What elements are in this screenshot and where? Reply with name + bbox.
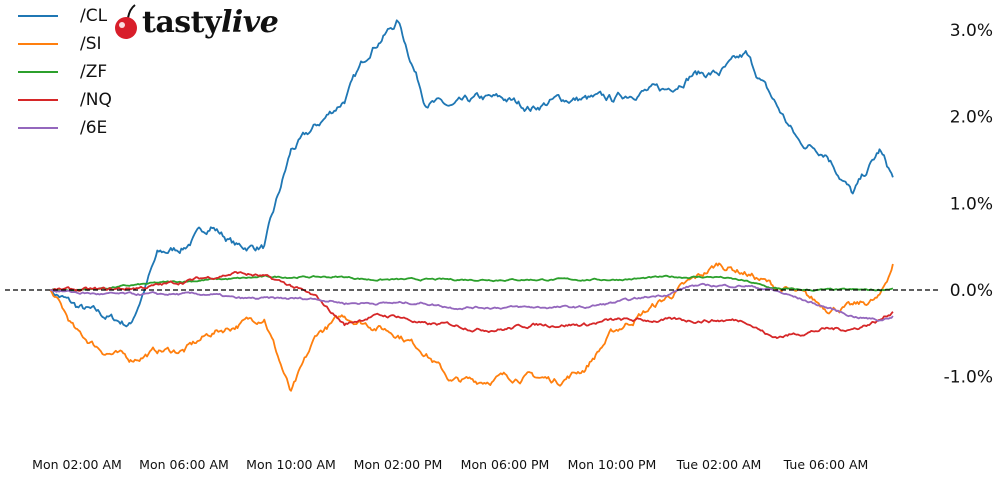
y-tick-label: 0.0%: [950, 281, 993, 301]
legend-swatch: [18, 71, 58, 73]
cherry-icon: [115, 4, 137, 39]
legend-label: /ZF: [80, 62, 108, 82]
legend-label: /6E: [80, 118, 108, 138]
legend-label: /CL: [80, 6, 108, 26]
legend-item-si: /SI: [18, 30, 112, 58]
x-tick-label: Mon 02:00 AM: [32, 457, 122, 472]
x-tick-label: Mon 10:00 PM: [568, 457, 657, 472]
series-line-6e: [50, 282, 894, 322]
series-line-nq: [50, 270, 894, 340]
x-tick-label: Tue 02:00 AM: [676, 457, 762, 472]
y-tick-label: 3.0%: [950, 21, 993, 41]
series-line-si: [49, 262, 894, 392]
x-tick-label: Mon 06:00 AM: [139, 457, 229, 472]
legend-label: /SI: [80, 34, 102, 54]
x-tick-label: Mon 02:00 PM: [354, 457, 443, 472]
legend-item-6e: /6E: [18, 114, 112, 142]
series-layer: [49, 19, 894, 392]
y-tick-label: 2.0%: [950, 108, 993, 128]
logo-wordmark: tastylive: [142, 4, 279, 40]
legend-swatch: [18, 15, 58, 17]
y-axis: 3.0% 2.0% 1.0% 0.0% -1.0%: [944, 21, 993, 388]
legend-item-cl: /CL: [18, 2, 112, 30]
legend-item-zf: /ZF: [18, 58, 112, 86]
legend-swatch: [18, 43, 58, 45]
legend-swatch: [18, 99, 58, 101]
legend-label: /NQ: [80, 90, 112, 110]
legend-swatch: [18, 127, 58, 129]
y-tick-label: 1.0%: [950, 194, 993, 214]
x-axis: Mon 02:00 AM Mon 06:00 AM Mon 10:00 AM Mon …: [32, 457, 868, 472]
tastylive-logo: tastylive: [112, 4, 279, 40]
series-line-cl: [49, 19, 894, 328]
series-line-zf: [50, 274, 894, 292]
x-tick-label: Tue 06:00 AM: [783, 457, 869, 472]
y-tick-label: -1.0%: [944, 368, 993, 388]
x-tick-label: Mon 10:00 AM: [246, 457, 336, 472]
legend-item-nq: /NQ: [18, 86, 112, 114]
legend: /CL /SI /ZF /NQ /6E: [18, 2, 112, 142]
x-tick-label: Mon 06:00 PM: [461, 457, 550, 472]
